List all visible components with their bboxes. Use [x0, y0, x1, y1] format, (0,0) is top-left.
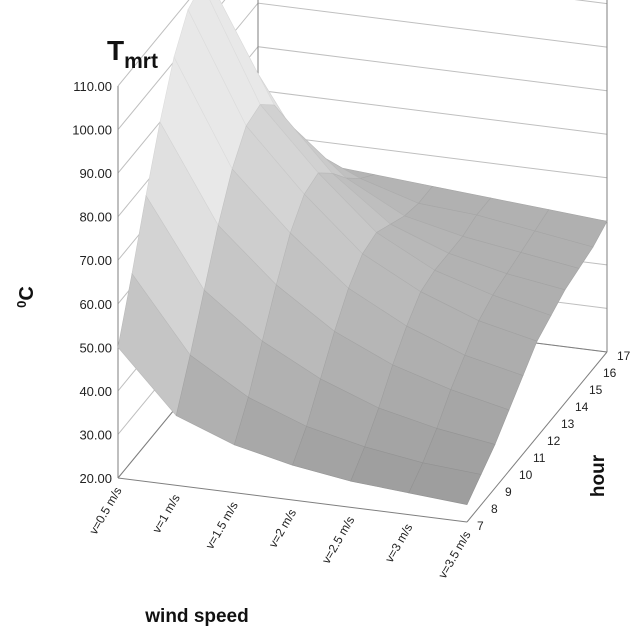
- y-tick-label: 16: [603, 366, 617, 380]
- y-tick-label: 13: [561, 417, 575, 431]
- z-tick-label: 110.00: [73, 79, 112, 94]
- z-axis-title: 0C: [14, 286, 38, 308]
- x-tick-label: v=3 m/s: [382, 521, 415, 565]
- y-axis-title: hour: [588, 454, 609, 497]
- y-tick-label: 12: [547, 434, 561, 448]
- y-tick-label: 9: [505, 485, 512, 499]
- z-tick-label: 40.00: [79, 384, 112, 399]
- chart-title-main: T: [107, 35, 124, 66]
- x-axis-ticks: v=0.5 m/s v=1 m/s v=1.5 m/s v=2 m/s v=2.5 m/…: [86, 485, 473, 581]
- chart-title: Tmrt: [107, 35, 158, 73]
- x-tick-label: v=3.5 m/s: [435, 529, 473, 581]
- x-tick-label: v=2 m/s: [266, 507, 299, 551]
- x-tick-label: v=1 m/s: [149, 492, 182, 536]
- y-tick-label: 17: [617, 349, 631, 363]
- z-axis-title-main: C: [16, 286, 38, 300]
- gridline: [117, 0, 608, 130]
- z-tick-label: 80.00: [79, 210, 112, 225]
- z-tick-label: 20.00: [79, 471, 112, 486]
- z-tick-label: 90.00: [79, 166, 112, 181]
- x-tick-label: v=1.5 m/s: [203, 499, 241, 551]
- y-tick-label: 15: [589, 383, 603, 397]
- z-tick-label: 50.00: [79, 340, 112, 355]
- x-axis-title: wind speed: [144, 606, 248, 627]
- y-tick-label: 14: [575, 400, 589, 414]
- surface-patch: [408, 462, 482, 505]
- frame-line: [117, 477, 468, 523]
- gridline: [117, 0, 190, 87]
- x-tick-label: v=2.5 m/s: [319, 514, 357, 566]
- z-tick-label: 100.00: [72, 123, 112, 138]
- y-tick-label: 8: [491, 502, 498, 516]
- y-tick-label: 11: [533, 451, 546, 465]
- z-axis-ticks: 20.00 30.00 40.00 50.00 60.00 70.00 80.00 90.00…: [72, 79, 112, 486]
- z-tick-label: 70.00: [79, 253, 112, 268]
- frame-line: [466, 351, 608, 523]
- y-tick-label: 10: [519, 468, 533, 482]
- z-tick-label: 60.00: [79, 297, 112, 312]
- z-tick-label: 30.00: [79, 427, 112, 442]
- z-axis-title-sup: 0: [14, 301, 29, 308]
- surface-plot: [117, 0, 608, 505]
- x-tick-label: v=0.5 m/s: [86, 485, 124, 537]
- y-tick-label: 7: [477, 519, 484, 533]
- chart-title-sub: mrt: [124, 50, 158, 73]
